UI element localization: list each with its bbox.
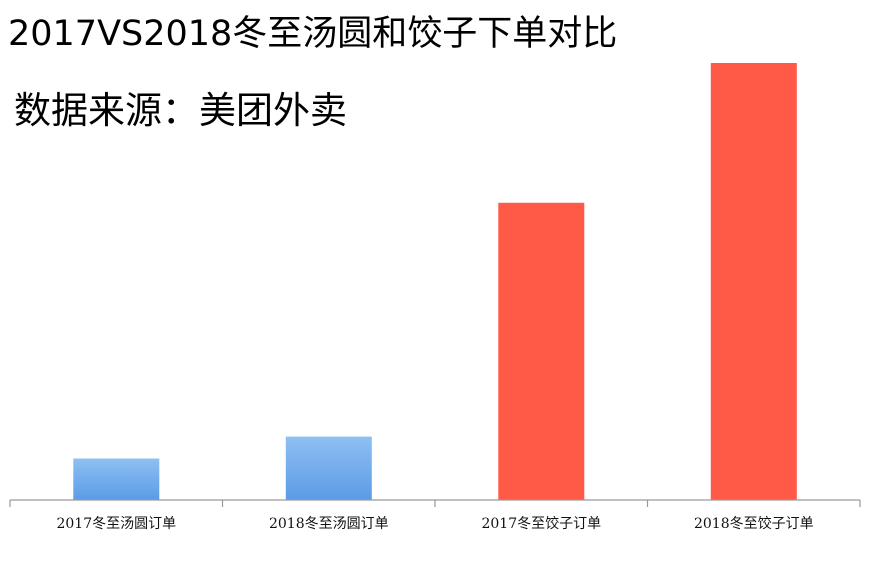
- bar-4: [710, 63, 797, 500]
- chart-title: 2017VS2018冬至汤圆和饺子下单对比: [8, 14, 618, 54]
- x-tick-label-1: 2017冬至汤圆订单: [56, 516, 176, 532]
- x-tick-label-3: 2017冬至饺子订单: [481, 516, 601, 532]
- x-tick-label-4: 2018冬至饺子订单: [694, 516, 814, 532]
- x-tick-label-2: 2018冬至汤圆订单: [269, 516, 389, 532]
- bar-1: [73, 458, 160, 500]
- chart-subtitle: 数据来源：美团外卖: [14, 89, 347, 132]
- bar-2: [285, 436, 372, 500]
- bar-3: [498, 202, 585, 501]
